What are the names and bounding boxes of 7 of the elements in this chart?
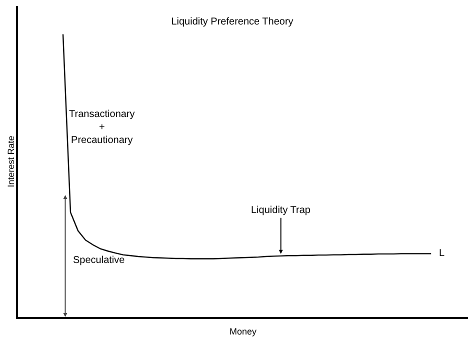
annotation: Transactionary + Precautionary (69, 109, 135, 146)
series-label: L (439, 248, 445, 259)
y-axis-title: Interest Rate (6, 136, 16, 188)
annotation: Liquidity Trap (251, 205, 311, 216)
annotation: Speculative (73, 255, 126, 266)
x-axis-title: Money (229, 326, 258, 336)
chart-title: Liquidity Preference Theory (171, 16, 294, 28)
